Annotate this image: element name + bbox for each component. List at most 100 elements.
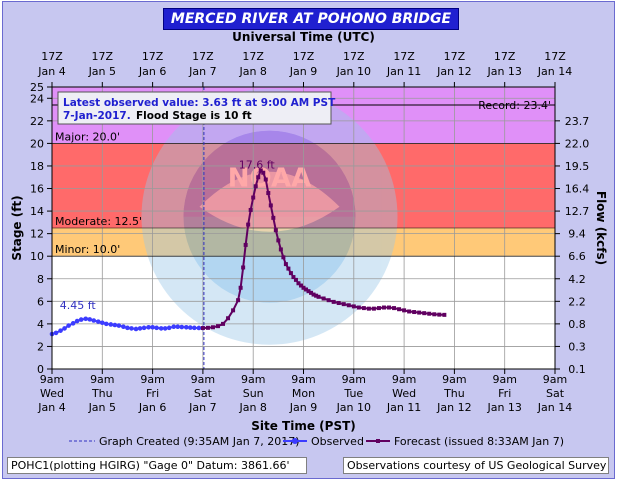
forecast-point [215, 324, 220, 329]
forecast-point [341, 302, 346, 307]
x-tick-time: 9am [342, 373, 366, 386]
observed-point [91, 318, 97, 323]
observed-point [100, 320, 105, 326]
forecast-point [371, 306, 376, 311]
forecast-point [210, 325, 215, 330]
gage-datum-note: POHC1(plotting HGIRG) "Gage 0" Datum: 38… [7, 457, 307, 474]
observed-point [125, 325, 130, 331]
top-tick-date: Jan 8 [238, 65, 266, 78]
x-tick-time: 9am [442, 373, 466, 386]
observed-point [162, 326, 168, 331]
forecast-point [417, 310, 422, 315]
y-tick-label: 22 [30, 115, 44, 128]
forecast-point [291, 275, 296, 280]
forecast-point [296, 281, 301, 286]
forecast-point [283, 262, 288, 267]
x-tick-date: Jan 5 [88, 401, 116, 414]
observed-point [150, 324, 155, 330]
forecast-point [301, 285, 306, 290]
forecast-point [331, 299, 336, 304]
x-tick-time: 9am [543, 373, 567, 386]
y2-tick-label: 0.1 [568, 363, 586, 376]
forecast-point [256, 175, 261, 180]
forecast-point [263, 177, 268, 182]
x-tick-day: Wed [40, 387, 64, 400]
forecast-point [366, 306, 371, 311]
y-tick-label: 14 [30, 205, 44, 218]
forecast-point [258, 168, 263, 173]
x-tick-date: Jan 14 [537, 401, 572, 414]
forecast-point [309, 290, 314, 295]
y-tick-label: 12 [30, 228, 44, 241]
x-tick-day: Sat [546, 387, 565, 400]
top-tick-time: 17Z [494, 50, 516, 63]
forecast-point [238, 285, 243, 290]
observed-point [154, 325, 159, 331]
flood-label-moderate: Moderate: 12.5' [55, 215, 142, 228]
legend-forecast-marker [376, 439, 380, 443]
observed-point [146, 324, 151, 330]
forecast-point [407, 309, 412, 314]
y2-tick-label: 0.8 [568, 318, 586, 331]
annotation-latest-value: Latest observed value: 3.63 ft at 9:00 A… [63, 97, 336, 109]
x-tick-time: 9am [90, 373, 114, 386]
top-tick-date: Jan 11 [386, 65, 421, 78]
observations-credit: Observations courtesy of US Geological S… [343, 457, 609, 474]
y-tick-label: 2 [37, 340, 44, 353]
top-tick-date: Jan 12 [436, 65, 471, 78]
x-tick-time: 9am [191, 373, 215, 386]
forecast-point [293, 277, 298, 282]
x-tick-date: Jan 11 [386, 401, 421, 414]
observed-point [196, 325, 202, 331]
observed-point [129, 326, 134, 331]
observed-point [78, 317, 84, 322]
forecast-point [316, 294, 321, 299]
forecast-point [314, 293, 319, 298]
y-tick-label: 4 [37, 318, 44, 331]
x-tick-time: 9am [140, 373, 164, 386]
top-tick-time: 17Z [142, 50, 164, 63]
observed-point [95, 319, 101, 324]
y2-tick-label: 22.0 [565, 137, 590, 150]
y-tick-label: 25 [30, 81, 44, 94]
y2-tick-label: 9.4 [568, 228, 586, 241]
legend-created-label: Graph Created (9:35AM Jan 7, 2017) [99, 435, 300, 448]
x-tick-date: Jan 7 [188, 401, 216, 414]
forecast-point [205, 325, 210, 330]
top-tick-date: Jan 13 [486, 65, 521, 78]
observed-point [108, 322, 114, 327]
x-tick-day: Sat [194, 387, 213, 400]
forecast-point [278, 247, 283, 252]
forecast-point [351, 304, 356, 309]
x-tick-day: Fri [146, 387, 159, 400]
observed-point [74, 318, 80, 324]
forecast-point [276, 238, 281, 243]
noaa-seal-inner [183, 130, 356, 303]
top-tick-time: 17Z [242, 50, 264, 63]
forecast-point [376, 306, 381, 311]
y-tick-label: 20 [30, 137, 44, 150]
top-tick-time: 17Z [192, 50, 214, 63]
y-tick-label: 0 [37, 363, 44, 376]
y-axis-label: Stage (ft) [10, 195, 24, 260]
forecast-point [268, 203, 273, 208]
forecast-point [286, 266, 291, 271]
forecast-point [356, 305, 361, 310]
y2-tick-label: 2.2 [568, 295, 586, 308]
noaa-seal-upper [183, 130, 356, 217]
legend-forecast-label: Forecast (issued 8:33AM Jan 7) [394, 435, 564, 448]
x-tick-date: Jan 12 [436, 401, 471, 414]
x-tick-date: Jan 10 [336, 401, 371, 414]
observed-point [133, 326, 139, 332]
x-tick-day: Sun [243, 387, 264, 400]
forecast-point [306, 289, 311, 294]
top-tick-time: 17Z [444, 50, 466, 63]
observed-point [137, 326, 143, 331]
flood-label-minor: Minor: 10.0' [55, 243, 120, 256]
x-tick-time: 9am [392, 373, 416, 386]
forecast-point [271, 215, 276, 220]
forecast-point [304, 287, 309, 292]
forecast-point [326, 298, 331, 303]
x-tick-time: 9am [492, 373, 516, 386]
observed-peak-label: 4.45 ft [60, 299, 97, 312]
